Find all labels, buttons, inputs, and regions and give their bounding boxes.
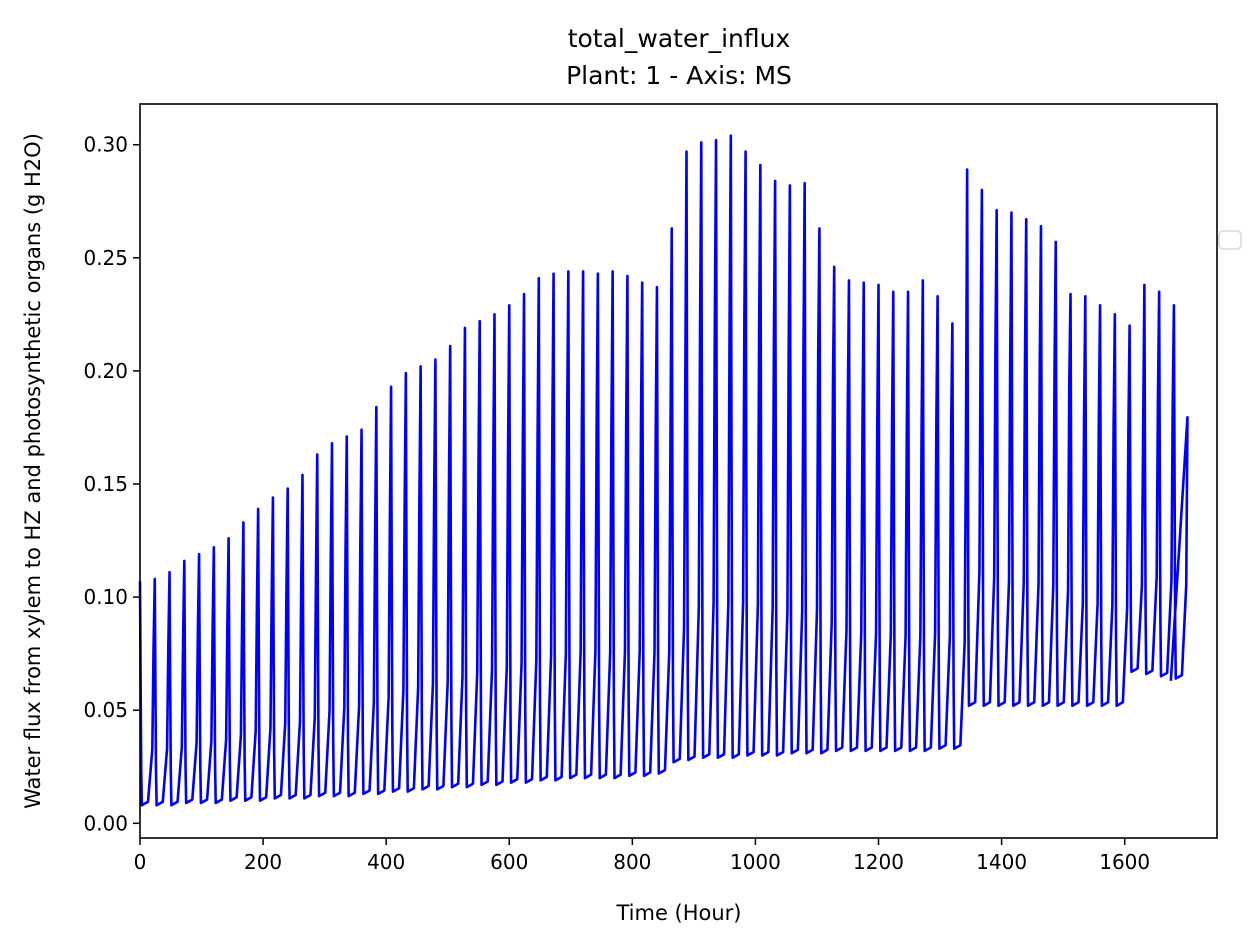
x-tick-label: 200 — [244, 850, 282, 874]
x-tick-label: 600 — [490, 850, 528, 874]
y-tick-label: 0.25 — [83, 246, 128, 270]
y-tick-label: 0.30 — [83, 133, 128, 157]
chart-title: total_water_influx — [568, 24, 791, 53]
x-axis-label: Time (Hour) — [615, 901, 741, 925]
x-tick-label: 1600 — [1099, 850, 1150, 874]
chart-subtitle: Plant: 1 - Axis: MS — [566, 61, 792, 90]
x-axis: 0 200 400 600 800 1000 1200 1400 1600 — [134, 838, 1150, 874]
plot-series — [138, 134, 1189, 807]
y-tick-label: 0.05 — [83, 698, 128, 722]
y-axis: 0.00 0.05 0.10 0.15 0.20 0.25 0.30 — [83, 133, 140, 835]
x-tick-label: 0 — [134, 850, 147, 874]
y-tick-label: 0.10 — [83, 585, 128, 609]
y-tick-label: 0.15 — [83, 472, 128, 496]
y-tick-label: 0.00 — [83, 811, 128, 835]
legend-box — [1218, 230, 1242, 250]
x-tick-label: 400 — [367, 850, 405, 874]
x-tick-label: 1400 — [976, 850, 1027, 874]
x-tick-label: 1200 — [853, 850, 904, 874]
x-tick-label: 800 — [613, 850, 651, 874]
series-line — [138, 134, 1189, 807]
x-tick-label: 1000 — [730, 850, 781, 874]
y-tick-label: 0.20 — [83, 359, 128, 383]
plot-frame — [139, 103, 1218, 839]
y-axis-label: Water flux from xylem to HZ and photosyn… — [21, 133, 45, 809]
